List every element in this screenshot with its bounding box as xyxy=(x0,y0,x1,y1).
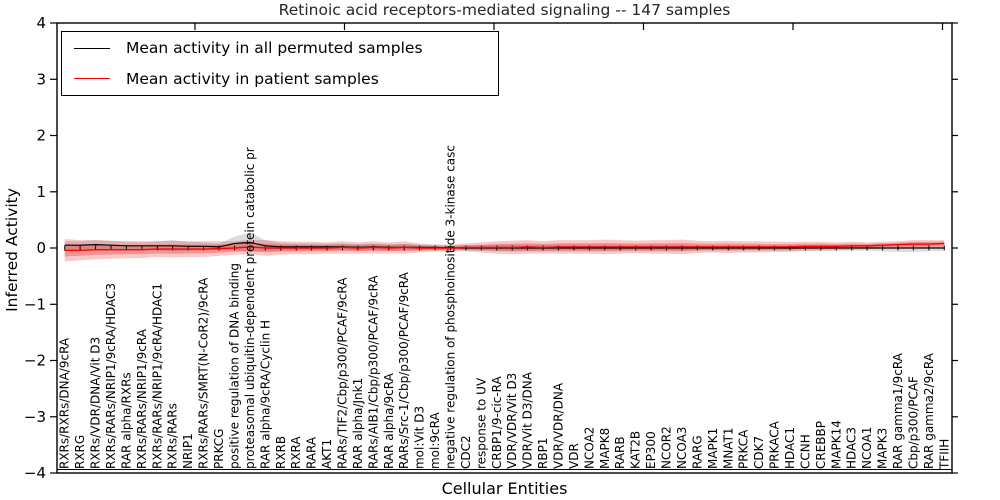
legend-item-patient: Mean activity in patient samples xyxy=(62,65,498,93)
svg-text:−2: −2 xyxy=(24,352,46,370)
svg-text:NRIP1: NRIP1 xyxy=(181,433,195,469)
svg-text:RARs/AIB1/Cbp/p300/PCAF/9cRA: RARs/AIB1/Cbp/p300/PCAF/9cRA xyxy=(366,275,380,469)
svg-text:CCNH: CCNH xyxy=(798,434,812,469)
svg-text:PRKCA: PRKCA xyxy=(737,429,751,469)
svg-text:−3: −3 xyxy=(24,408,46,426)
svg-text:VDR/Vit D3/DNA: VDR/Vit D3/DNA xyxy=(521,371,535,469)
svg-text:RAR alpha/Jnk1: RAR alpha/Jnk1 xyxy=(351,378,365,469)
svg-text:NCOA1: NCOA1 xyxy=(860,427,874,469)
svg-text:RAR gamma2/9cRA: RAR gamma2/9cRA xyxy=(922,352,936,469)
svg-text:4: 4 xyxy=(36,14,46,32)
svg-text:NCOA3: NCOA3 xyxy=(675,427,689,469)
svg-text:MAPK8: MAPK8 xyxy=(598,428,612,469)
svg-text:−4: −4 xyxy=(24,464,46,482)
svg-text:mol:Vit D3: mol:Vit D3 xyxy=(413,406,427,469)
svg-text:NCOR2: NCOR2 xyxy=(660,426,674,469)
svg-text:RXRA: RXRA xyxy=(289,436,303,469)
svg-text:3: 3 xyxy=(36,70,46,88)
chart-title: Retinoic acid receptors-mediated signali… xyxy=(278,1,731,19)
svg-text:VDR: VDR xyxy=(567,443,581,469)
svg-text:NCOA2: NCOA2 xyxy=(582,427,596,469)
svg-text:CRBP1/9-cic-RA: CRBP1/9-cic-RA xyxy=(490,375,504,469)
svg-text:RAR alpha/9cRA: RAR alpha/9cRA xyxy=(382,372,396,469)
y-ticks xyxy=(50,22,958,474)
svg-text:−1: −1 xyxy=(24,295,46,313)
svg-text:CDK7: CDK7 xyxy=(752,436,766,469)
svg-text:RARA: RARA xyxy=(305,436,319,469)
svg-text:PRKACA: PRKACA xyxy=(768,420,782,469)
svg-text:positive regulation of DNA bin: positive regulation of DNA binding xyxy=(228,263,242,469)
svg-text:VDR/VDR/Vit D3: VDR/VDR/Vit D3 xyxy=(505,373,519,469)
svg-text:AKT1: AKT1 xyxy=(320,439,334,469)
y-tick-labels: 4 3 2 1 0 −1 −2 −3 −4 xyxy=(24,14,46,482)
svg-text:RARB: RARB xyxy=(613,436,627,469)
svg-text:MAPK1: MAPK1 xyxy=(706,428,720,469)
svg-text:RXRG: RXRG xyxy=(73,435,87,469)
svg-text:RXRs/VDR/DNA/Vit D3: RXRs/VDR/DNA/Vit D3 xyxy=(89,337,103,469)
x-axis-label: Cellular Entities xyxy=(441,479,568,498)
svg-text:RAR gamma1/9cRA: RAR gamma1/9cRA xyxy=(891,352,905,469)
svg-text:VDR/VDR/DNA: VDR/VDR/DNA xyxy=(552,382,566,469)
legend-label-patient: Mean activity in patient samples xyxy=(126,69,379,88)
patient-band-inner xyxy=(64,241,945,257)
svg-text:2: 2 xyxy=(36,127,46,145)
svg-text:HDAC1: HDAC1 xyxy=(783,427,797,469)
svg-text:CDC2: CDC2 xyxy=(459,435,473,469)
svg-text:RARs/TIF2/Cbp/p300/PCAF/9cRA: RARs/TIF2/Cbp/p300/PCAF/9cRA xyxy=(336,277,350,469)
svg-text:Cbp/p300/PCAF: Cbp/p300/PCAF xyxy=(906,376,920,469)
svg-text:0: 0 xyxy=(36,239,46,257)
svg-text:PRKCG: PRKCG xyxy=(212,429,226,469)
svg-text:1: 1 xyxy=(36,183,46,201)
svg-text:MAPK3: MAPK3 xyxy=(876,428,890,469)
svg-text:RXRs/RARs/NRIP1/9cRA/HDAC3: RXRs/RARs/NRIP1/9cRA/HDAC3 xyxy=(104,283,118,469)
patient-mean-line xyxy=(64,242,945,252)
svg-text:TFIIH: TFIIH xyxy=(937,439,951,470)
svg-text:RBP1: RBP1 xyxy=(536,438,550,469)
svg-text:MAPK14: MAPK14 xyxy=(829,420,843,469)
svg-text:RXRs/RARs/NRIP1/9cRA/HDAC1: RXRs/RARs/NRIP1/9cRA/HDAC1 xyxy=(150,283,164,469)
svg-text:negative regulation of phospho: negative regulation of phosphoinositide … xyxy=(444,145,458,469)
svg-text:RARG: RARG xyxy=(690,435,704,469)
legend-item-permuted: Mean activity in all permuted samples xyxy=(62,34,498,62)
svg-text:RAR alpha/9cRA/Cyclin H: RAR alpha/9cRA/Cyclin H xyxy=(258,320,272,469)
svg-text:proteasomal ubiquitin-dependen: proteasomal ubiquitin-dependent protein … xyxy=(243,147,257,469)
patient-band-outer xyxy=(64,239,945,262)
svg-text:RXRB: RXRB xyxy=(274,436,288,469)
svg-text:KAT2B: KAT2B xyxy=(629,431,643,469)
patient-line-swatch-icon xyxy=(74,78,110,80)
svg-text:RXRs/RARs/SMRT(N-CoR2)/9cRA: RXRs/RARs/SMRT(N-CoR2)/9cRA xyxy=(197,277,211,469)
svg-text:RXRs/RARs: RXRs/RARs xyxy=(166,403,180,469)
svg-text:RARs/Src-1/Cbp/p300/PCAF/9cRA: RARs/Src-1/Cbp/p300/PCAF/9cRA xyxy=(397,271,411,469)
svg-text:MNAT1: MNAT1 xyxy=(721,427,735,469)
svg-text:response to UV: response to UV xyxy=(474,377,488,469)
top-x-ticks xyxy=(194,23,944,30)
svg-text:RXRs/RXRs/DNA/9cRA: RXRs/RXRs/DNA/9cRA xyxy=(58,337,72,469)
legend-label-permuted: Mean activity in all permuted samples xyxy=(126,39,423,58)
x-tick-labels: RXRs/RXRs/DNA/9cRA RXRG RXRs/VDR/DNA/Vit D… xyxy=(58,145,952,470)
legend-box: Mean activity in all permuted samples Me… xyxy=(61,31,499,96)
svg-text:RAR alpha/RXRs: RAR alpha/RXRs xyxy=(119,372,133,469)
svg-text:EP300: EP300 xyxy=(644,431,658,469)
svg-text:RXRs/RARs/NRIP1/9cRA: RXRs/RARs/NRIP1/9cRA xyxy=(135,328,149,469)
permuted-line-swatch-icon xyxy=(74,47,110,49)
svg-text:mol:9cRA: mol:9cRA xyxy=(428,412,442,469)
svg-text:CREBBP: CREBBP xyxy=(814,421,828,469)
svg-text:HDAC3: HDAC3 xyxy=(845,427,859,469)
